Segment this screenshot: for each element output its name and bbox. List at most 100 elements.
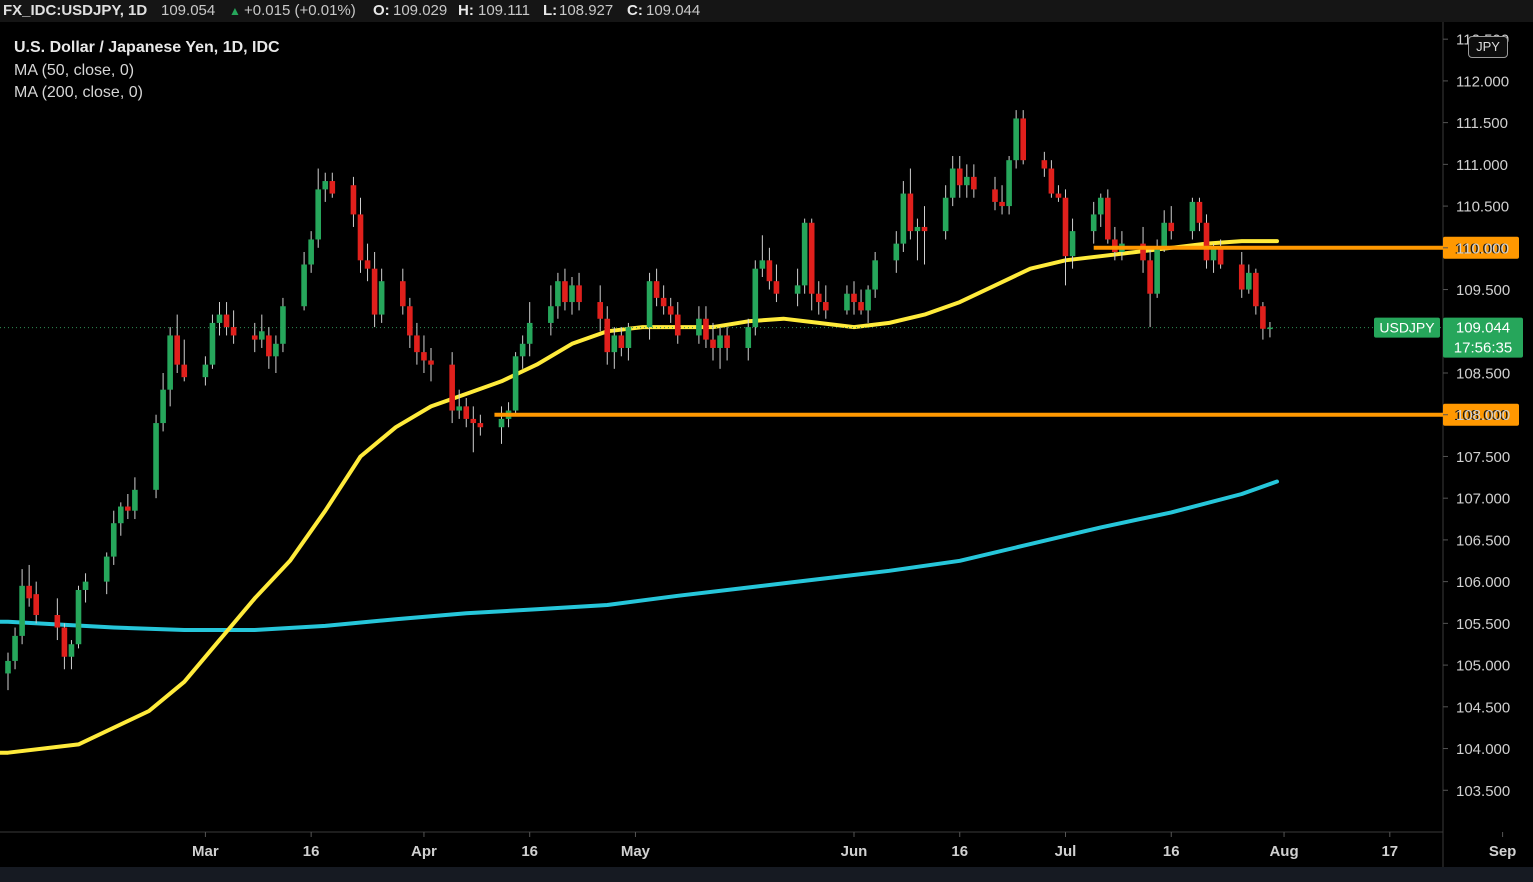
candle-body bbox=[1147, 260, 1153, 294]
y-tick-label: 105.500 bbox=[1456, 616, 1510, 633]
candle bbox=[118, 502, 124, 536]
candle-body bbox=[907, 193, 914, 232]
candle-body bbox=[132, 489, 138, 511]
candle bbox=[519, 335, 526, 369]
candle-body bbox=[280, 306, 286, 344]
candle-body bbox=[329, 181, 336, 194]
candle bbox=[61, 623, 68, 670]
candle-body bbox=[68, 644, 75, 657]
candle bbox=[1105, 189, 1111, 244]
candle bbox=[942, 185, 949, 240]
level-tag bbox=[1443, 403, 1519, 426]
candle bbox=[329, 172, 336, 198]
candle-body bbox=[766, 260, 773, 282]
y-tick-label: 107.000 bbox=[1456, 491, 1510, 508]
candle-body bbox=[378, 281, 385, 315]
candle bbox=[125, 494, 131, 520]
candle bbox=[900, 181, 907, 252]
candle bbox=[1097, 193, 1104, 227]
candle bbox=[526, 302, 533, 357]
candle-body bbox=[308, 239, 314, 265]
candle-body bbox=[1161, 222, 1167, 248]
candle bbox=[414, 322, 420, 365]
candle-body bbox=[1168, 222, 1175, 232]
candle bbox=[350, 176, 357, 227]
y-tick-label: 110.000 bbox=[1456, 240, 1509, 257]
candle-body bbox=[350, 185, 357, 215]
candle bbox=[421, 335, 427, 373]
candle bbox=[808, 218, 815, 311]
candle-body bbox=[1238, 264, 1245, 290]
x-tick-label: Mar bbox=[192, 843, 219, 860]
candle-body bbox=[815, 293, 822, 303]
candle-body bbox=[569, 285, 575, 303]
time-axis[interactable]: Mar 16 Apr 16 May Jun 16 Jul 16 Aug 17 Sep bbox=[192, 832, 1516, 860]
candle-body bbox=[703, 318, 709, 340]
candle-body bbox=[625, 327, 632, 348]
candle-body bbox=[259, 331, 265, 340]
candle-body bbox=[1090, 214, 1097, 232]
candle bbox=[498, 406, 505, 444]
symbol-label[interactable]: FX_IDC:USDJPY, 1D bbox=[3, 2, 148, 19]
candle bbox=[308, 231, 314, 273]
candle-body bbox=[971, 176, 977, 190]
candle bbox=[209, 314, 216, 369]
candle-body bbox=[103, 556, 110, 582]
x-tick-label: 16 bbox=[951, 843, 968, 860]
level-label: 110.000 bbox=[1454, 240, 1507, 257]
candle bbox=[153, 414, 159, 499]
candle-body bbox=[562, 281, 568, 303]
currency-badge[interactable]: JPY bbox=[1468, 36, 1508, 58]
candle-body bbox=[745, 327, 752, 348]
candle-body bbox=[1203, 222, 1210, 261]
candle bbox=[1048, 160, 1055, 198]
candle-body bbox=[696, 318, 702, 336]
low-label: L: bbox=[543, 2, 558, 19]
candle-body bbox=[209, 322, 216, 365]
candle bbox=[653, 268, 660, 307]
candle bbox=[604, 306, 611, 365]
candle bbox=[1140, 226, 1146, 273]
candle bbox=[569, 277, 575, 315]
candle-body bbox=[110, 523, 117, 557]
candle-body bbox=[125, 506, 131, 511]
candle bbox=[865, 285, 871, 323]
ma50-legend[interactable]: MA (50, close, 0) bbox=[14, 62, 135, 79]
candle-body bbox=[1140, 243, 1146, 261]
candle-body bbox=[597, 302, 603, 319]
candle-body bbox=[752, 268, 759, 328]
price-change: +0.015 (+0.01%) bbox=[244, 2, 356, 19]
price-tag-value: 109.044 bbox=[1456, 320, 1510, 337]
x-tick-label: Sep bbox=[1489, 843, 1517, 860]
candles-layer bbox=[5, 110, 1273, 691]
chart-title[interactable]: U.S. Dollar / Japanese Yen, 1D, IDC bbox=[14, 39, 280, 56]
candle-body bbox=[33, 594, 39, 616]
candle-body bbox=[273, 343, 279, 357]
candle bbox=[449, 352, 455, 424]
candle-body bbox=[956, 168, 963, 186]
candle-body bbox=[555, 281, 561, 307]
candle-body bbox=[477, 423, 484, 428]
ma200-legend[interactable]: MA (200, close, 0) bbox=[14, 84, 143, 101]
symbol-tag-label: USDJPY bbox=[1379, 320, 1435, 336]
open-label: O: bbox=[373, 2, 390, 19]
candle bbox=[766, 247, 773, 290]
candle bbox=[1069, 218, 1076, 269]
candle bbox=[548, 285, 554, 336]
candle-body bbox=[1196, 201, 1203, 223]
candle-body bbox=[851, 293, 857, 303]
ma50-line bbox=[0, 239, 1279, 755]
candle-body bbox=[1105, 197, 1111, 240]
candle-body bbox=[576, 285, 582, 303]
candle bbox=[82, 573, 89, 603]
candle bbox=[992, 176, 998, 211]
candle bbox=[823, 285, 829, 319]
candle-body bbox=[82, 581, 89, 590]
candle-body bbox=[407, 306, 413, 336]
y-tick-label: 106.500 bbox=[1456, 532, 1510, 549]
level-label: 108.000 bbox=[1454, 407, 1508, 424]
candle-body bbox=[900, 193, 907, 244]
candle bbox=[717, 327, 723, 369]
levels-layer: 110.000 108.000 bbox=[494, 236, 1519, 426]
